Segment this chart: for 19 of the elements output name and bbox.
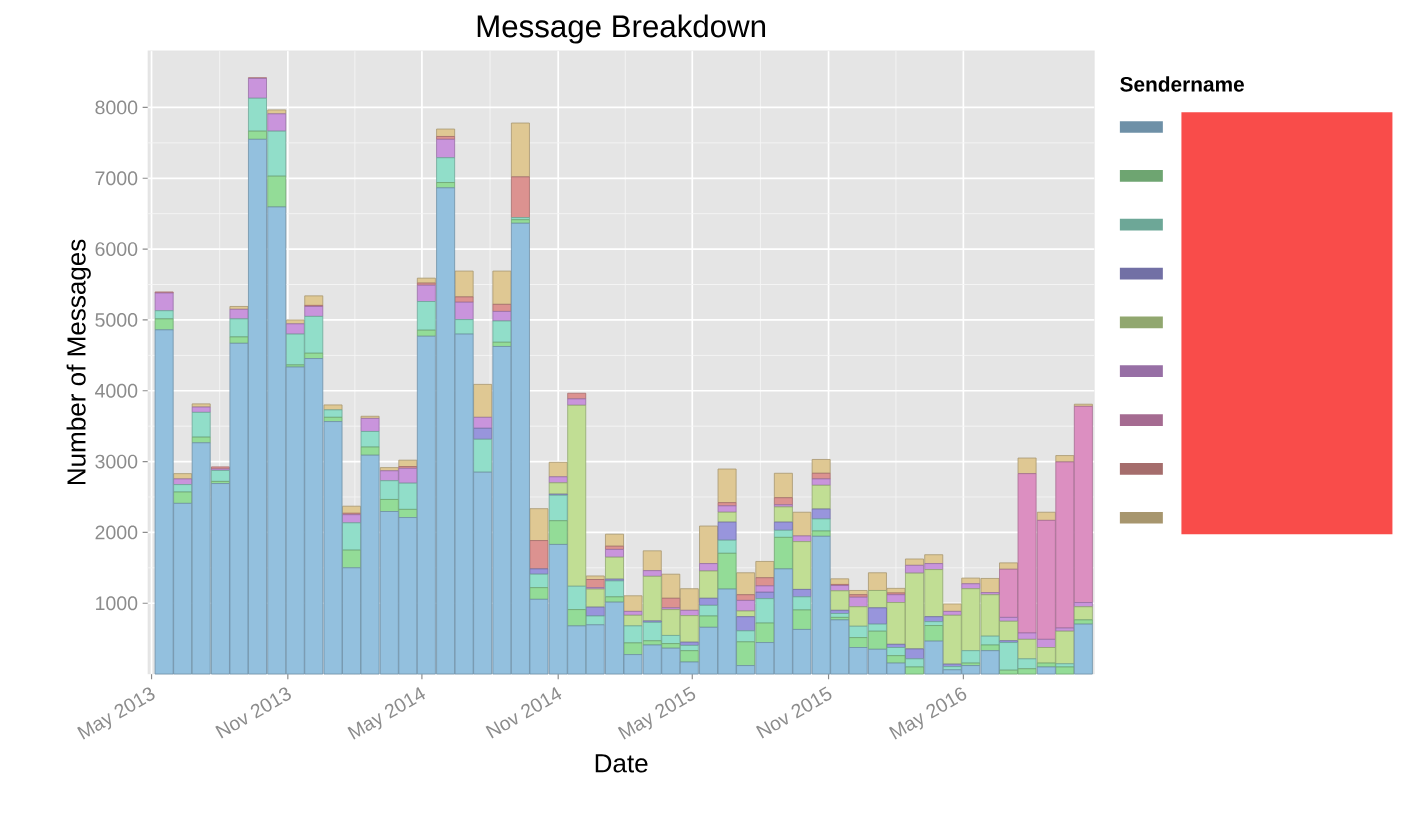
- y-tick-label: 3000: [95, 454, 138, 469]
- x-tick-label: May 2016: [888, 687, 967, 740]
- x-tick-label: May 2015: [617, 686, 696, 740]
- y-tick-label: 2000: [95, 525, 138, 540]
- y-axis-title: Number of Messages: [66, 239, 91, 485]
- chart-title: Message Breakdown: [477, 14, 766, 44]
- x-tick-label: Nov 2013: [215, 687, 291, 739]
- y-tick-label: 6000: [95, 242, 138, 257]
- y-tick-label: 4000: [95, 383, 138, 398]
- y-tick-label: 7000: [95, 171, 138, 186]
- x-tick-label: May 2013: [77, 687, 155, 740]
- x-tick-label: May 2014: [347, 687, 426, 740]
- legend-title: Sendername: [1120, 76, 1244, 92]
- y-tick-label: 1000: [96, 596, 138, 611]
- y-tick-label: 5000: [95, 313, 138, 327]
- y-tick-label: 8000: [95, 100, 138, 115]
- x-tick-label: Nov 2014: [485, 687, 562, 739]
- x-tick-label: Nov 2015: [755, 686, 832, 739]
- x-axis-title: Date: [595, 754, 648, 773]
